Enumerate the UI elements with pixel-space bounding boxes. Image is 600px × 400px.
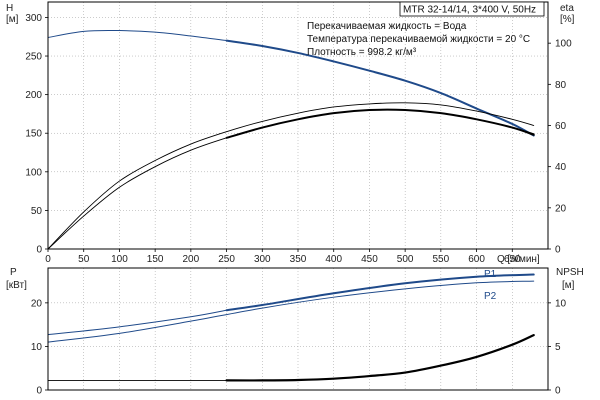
x-tick-label: 600: [468, 254, 485, 265]
y-right-tick-label: 100: [555, 39, 572, 50]
x-tick-label: 50: [78, 254, 90, 265]
upper-panel: 0 50 100 150 200 250 300 350 400 450 500 550 600 6500…: [25, 1, 572, 265]
y-right-tick-label: 60: [555, 121, 567, 132]
lower-series-line-1: [225, 273, 535, 312]
upper-series-line-4: [225, 108, 535, 139]
model-label-box: [399, 1, 545, 17]
upper-left-axis-title-line2: [м]: [6, 14, 19, 25]
y-right-tick-label: 5: [555, 342, 561, 353]
lower-left-axis-title-line2: [кВт]: [6, 280, 27, 291]
upper-ticks: 0 50 100 150 200 250 300 350 400 450 500 550 600 6500…: [25, 13, 572, 265]
x-tick-label: 650: [504, 254, 521, 265]
note-temperature: Температура перекачиваемой жидкости = 20…: [307, 34, 530, 45]
y-left-tick-label: 10: [31, 342, 43, 353]
lower-series-line-2: [47, 280, 535, 343]
upper-series-group: [47, 29, 535, 250]
lower-series-group: [47, 273, 535, 382]
y-left-tick-label: 0: [36, 245, 42, 256]
x-tick-label: 150: [147, 254, 164, 265]
series-label-p1: P1: [484, 269, 497, 280]
y-right-tick-label: 20: [555, 203, 567, 214]
y-right-tick-label: 80: [555, 80, 567, 91]
y-right-tick-label: 0: [555, 386, 561, 397]
lower-panel: 0 10 20 0 5 10: [31, 267, 567, 397]
lower-right-axis-title-line2: [м]: [562, 280, 575, 291]
lower-series-line-4: [225, 334, 535, 382]
lower-right-axis-title-line1: NPSH: [556, 267, 584, 278]
x-tick-label: 350: [290, 254, 307, 265]
model-label: MTR 32-14/14, 3*400 V, 50Hz: [403, 5, 536, 16]
y-left-tick-label: 300: [25, 13, 42, 24]
x-axis-title: Q [л/мин]: [497, 254, 540, 265]
note-liquid: Перекачиваемая жидкость = Вода: [307, 21, 467, 32]
series-label-p2: P2: [484, 291, 497, 302]
lower-plot-frame: [47, 267, 549, 391]
y-left-tick-label: 50: [31, 206, 43, 217]
x-tick-label: 300: [254, 254, 271, 265]
upper-series-line-0: [47, 29, 228, 42]
note-density: Плотность = 998.2 кг/м³: [307, 47, 417, 58]
y-left-tick-label: 150: [25, 129, 42, 140]
x-tick-label: 550: [433, 254, 450, 265]
x-tick-label: 0: [45, 254, 51, 265]
x-tick-label: 500: [397, 254, 414, 265]
upper-right-axis-title-line1: eta: [560, 3, 574, 14]
upper-right-axis-title-line2: [%]: [560, 14, 575, 25]
x-tick-label: 400: [325, 254, 342, 265]
upper-left-axis-title-line1: H: [6, 3, 13, 14]
lower-grid: [48, 268, 548, 390]
y-right-tick-label: 10: [555, 298, 567, 309]
y-left-tick-label: 20: [31, 298, 43, 309]
upper-series-line-2: [47, 102, 535, 250]
y-left-tick-label: 200: [25, 90, 42, 101]
upper-series-line-1: [225, 39, 535, 137]
lower-ticks: 0 10 20 0 5 10: [31, 298, 567, 396]
y-right-tick-label: 0: [555, 245, 561, 256]
lower-left-axis-title-line1: P: [10, 267, 17, 278]
x-tick-label: 450: [361, 254, 378, 265]
y-left-tick-label: 100: [25, 167, 42, 178]
lower-series-line-0: [47, 309, 228, 336]
x-tick-label: 250: [218, 254, 235, 265]
upper-grid: [48, 2, 548, 249]
x-tick-label: 100: [111, 254, 128, 265]
y-left-tick-label: 250: [25, 52, 42, 63]
y-left-tick-label: 0: [36, 386, 42, 397]
y-right-tick-label: 40: [555, 162, 567, 173]
x-tick-label: 200: [183, 254, 200, 265]
